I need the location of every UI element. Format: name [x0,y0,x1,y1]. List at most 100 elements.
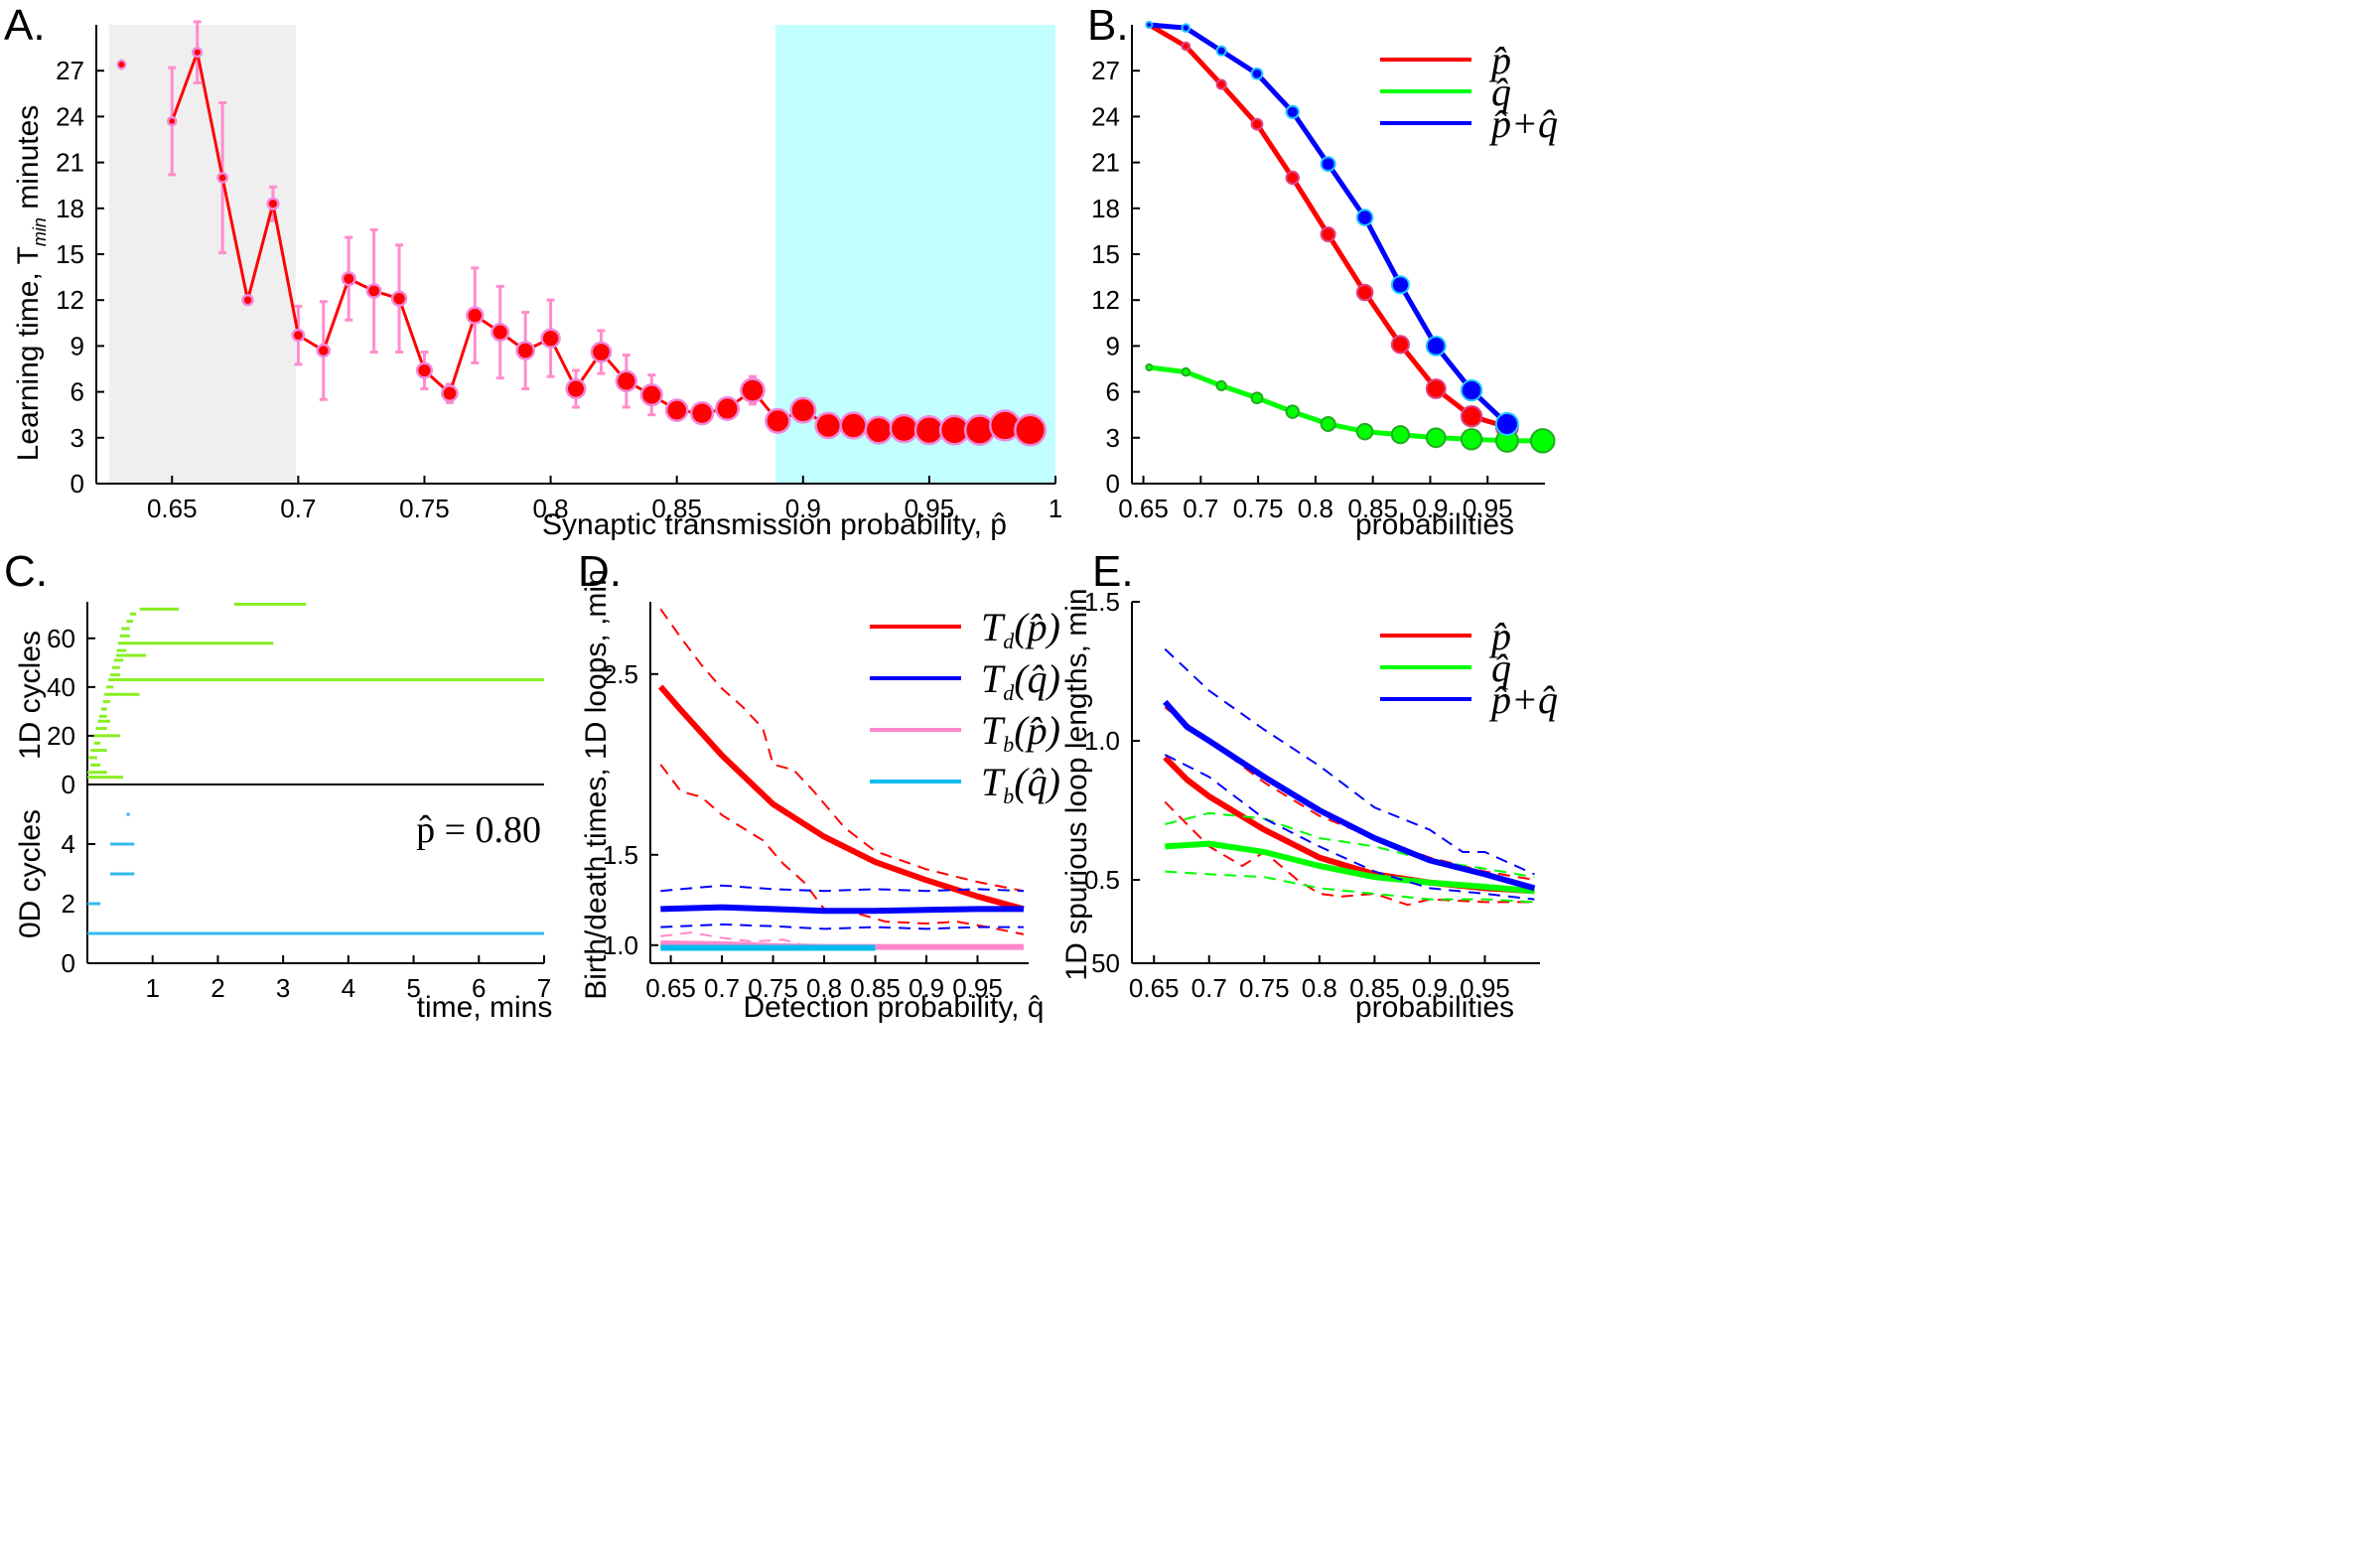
series-line [1164,754,1535,901]
y-tick-label: 2.5 [603,659,638,689]
data-point [1215,379,1227,392]
data-point [216,172,229,184]
y-tick-label: 15 [1091,239,1120,269]
x-tick-label: 0.85 [850,973,901,1003]
x-tick-label: 0.7 [280,494,316,523]
x-axis-label: Synaptic transmission probability, p̂ [542,508,1007,541]
legend-subscript: b [1003,784,1014,808]
legend-label: Tb(q̂) [981,760,1060,808]
x-tick-label: 3 [276,973,290,1003]
legend-label: p̂+q̂ [1488,677,1558,722]
y-bottom-label: 50 [1091,948,1120,978]
data-point [1355,209,1374,226]
data-point [814,411,843,440]
x-tick-label: 0.95 [1463,494,1513,523]
x-tick-label: 0.65 [147,494,198,523]
y-tick-label: 1.0 [1084,726,1120,756]
x-tick-label: 0.95 [1460,973,1510,1003]
data-point [565,377,587,400]
data-point [490,323,510,343]
x-tick-label: 0.7 [1183,494,1218,523]
x-tick-label: 0.75 [1233,494,1284,523]
data-point [1285,170,1300,186]
y-axis-label: 1D cycles [14,631,47,760]
y-tick-label: 12 [56,285,84,315]
y-tick-label: 27 [1091,56,1120,85]
data-point [192,47,204,59]
x-tick-label: 0.95 [905,494,955,523]
x-tick-label: 0.65 [1118,494,1169,523]
x-tick-label: 0.85 [1347,494,1398,523]
legend-label: q̂ [1491,70,1511,114]
y-tick-label: 21 [56,148,84,178]
legend-label: p̂ [1488,38,1511,82]
series-line [660,884,1024,893]
legend-subscript: d [1003,680,1015,705]
y-tick-label: 40 [47,672,75,702]
data-point [1390,425,1411,445]
data-point [1181,23,1191,33]
y-tick-label: 3 [70,423,84,453]
data-point [390,290,408,307]
legend-label: Td(p̂) [981,605,1060,653]
x-tick-label: 7 [537,973,551,1003]
shaded-region [108,25,296,484]
data-point [1145,362,1154,371]
data-point [1250,117,1264,131]
x-axis-label: time, mins [417,991,553,1024]
legend-label: p̂+q̂ [1488,101,1558,146]
data-point [590,341,613,363]
x-tick-label: 0.75 [399,494,450,523]
data-point [441,384,459,403]
series-line [659,764,1025,935]
series-line [659,608,1025,893]
data-point [913,414,945,446]
y-tick-label: 2 [62,889,75,919]
x-tick-label: 0.7 [704,973,740,1003]
y-tick-label: 0 [70,469,84,499]
x-tick-label: 0.65 [645,973,696,1003]
data-point [765,407,791,435]
data-point [1250,391,1264,405]
x-axis-label: Detection probability, q̂ [744,991,1045,1024]
data-point [1355,283,1374,302]
data-point [1014,413,1048,447]
series-line [1165,840,1535,895]
data-point [291,328,306,343]
data-point [540,328,561,349]
data-point [116,60,127,71]
legend-label: Tb(p̂) [981,708,1060,757]
y-tick-label: 0.5 [1084,865,1120,895]
shaded-region [774,25,1055,484]
legend-argument: (p̂) [1014,605,1060,649]
legend-argument: (p̂) [1014,708,1060,753]
y-axis-label: 0D cycles [14,809,47,938]
data-point [365,283,382,299]
legend-label: p̂ [1488,614,1511,658]
legend-argument: (q̂) [1014,656,1060,701]
data-point [1390,335,1411,355]
data-point [266,197,280,211]
data-point [864,415,894,445]
data-point [1390,275,1411,295]
y-tick-label: 12 [1091,285,1120,315]
data-point [615,369,638,393]
legend-label: q̂ [1491,645,1511,690]
y-axis-label-end: minutes [12,105,45,217]
x-tick-label: 0.9 [1412,494,1448,523]
panel-label-a: A. [4,1,46,50]
data-point [1425,427,1447,449]
x-tick-label: 0.8 [806,973,842,1003]
series-line [660,923,1024,930]
series-line [1164,706,1535,881]
data-point [466,306,485,325]
legend-argument: (q̂) [1014,760,1060,804]
y-tick-label: 18 [56,194,84,223]
data-point [740,377,766,403]
panel-label-e: E. [1092,547,1134,596]
data-point [515,341,536,360]
data-point [1285,404,1300,419]
data-point [1320,225,1336,242]
data-point [1285,104,1300,119]
